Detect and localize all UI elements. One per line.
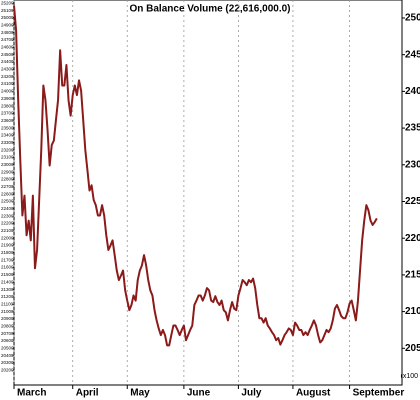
obv-line xyxy=(13,5,378,347)
x-tick-label: July xyxy=(241,388,261,399)
y2-tick-label: 25000 xyxy=(1,15,14,20)
x-tick-label: August xyxy=(296,388,331,399)
y2-tick-label: 21500 xyxy=(1,272,14,277)
y2-tick-label: 22600 xyxy=(1,191,14,196)
y2-tick-label: 22800 xyxy=(1,177,14,182)
y-tick-label: 205 xyxy=(405,343,420,354)
y2-tick-label: 23800 xyxy=(1,103,14,108)
y2-tick-label: 21100 xyxy=(1,301,14,306)
y2-tick-label: 24700 xyxy=(1,37,14,42)
y2-tick-label: 24600 xyxy=(1,45,14,50)
x-tick-label: May xyxy=(130,388,150,399)
y2-tick-label: 25200 xyxy=(1,0,14,5)
chart-title: On Balance Volume (22,616,000.0) xyxy=(129,4,290,15)
y2-tick-label: 22300 xyxy=(1,213,14,218)
y2-tick-label: 21300 xyxy=(1,287,14,292)
y2-tick-label: 20900 xyxy=(1,316,14,321)
y-tick-label: 220 xyxy=(405,233,420,244)
y2-tick-label: 20800 xyxy=(1,323,14,328)
y2-tick-label: 23500 xyxy=(1,125,14,130)
x-tick-label: April xyxy=(76,388,99,399)
y2-tick-label: 21400 xyxy=(1,279,14,284)
y2-tick-label: 23100 xyxy=(1,155,14,160)
y2-tick-label: 22700 xyxy=(1,184,14,189)
y2-tick-label: 22400 xyxy=(1,206,14,211)
y2-tick-label: 20600 xyxy=(1,338,14,343)
y2-tick-label: 23900 xyxy=(1,96,14,101)
y2-tick-label: 24100 xyxy=(1,81,14,86)
y-tick-label: 215 xyxy=(405,270,420,281)
y2-tick-label: 20700 xyxy=(1,331,14,336)
y2-tick-label: 22100 xyxy=(1,228,14,233)
y2-tick-label: 22500 xyxy=(1,199,14,204)
y2-tick-label: 21700 xyxy=(1,257,14,262)
y2-tick-label: 23300 xyxy=(1,140,14,145)
y2-tick-label: 24300 xyxy=(1,67,14,72)
y-tick-label: 240 xyxy=(405,86,420,97)
y2-tick-label: 20400 xyxy=(1,353,14,358)
y2-tick-label: 24900 xyxy=(1,23,14,28)
y2-tick-label: 25100 xyxy=(1,8,14,13)
plot-frame xyxy=(13,0,403,386)
y2-tick-label: 23400 xyxy=(1,133,14,138)
y2-tick-label: 24200 xyxy=(1,74,14,79)
y2-tick-label: 22000 xyxy=(1,235,14,240)
y-tick-label: 235 xyxy=(405,123,420,134)
y2-tick-label: 22900 xyxy=(1,169,14,174)
y2-tick-label: 21600 xyxy=(1,265,14,270)
y-tick-label: 250 xyxy=(405,13,420,24)
y2-tick-label: 20200 xyxy=(1,368,14,373)
y2-tick-label: 21200 xyxy=(1,294,14,299)
y2-tick-label: 20500 xyxy=(1,345,14,350)
y-tick-label: 225 xyxy=(405,196,420,207)
y2-tick-label: 23600 xyxy=(1,118,14,123)
y-tick-label: 245 xyxy=(405,49,420,60)
y2-tick-label: 21900 xyxy=(1,243,14,248)
y-tick-label: 230 xyxy=(405,159,420,170)
y2-tick-label: 23200 xyxy=(1,147,14,152)
y2-tick-label: 23700 xyxy=(1,111,14,116)
y-unit: (x100 xyxy=(400,373,418,380)
y-tick-label: 210 xyxy=(405,306,420,317)
y2-tick-label: 22200 xyxy=(1,221,14,226)
y2-tick-label: 24500 xyxy=(1,52,14,57)
x-tick-label: March xyxy=(17,388,46,399)
y2-tick-label: 21800 xyxy=(1,250,14,255)
y2-tick-label: 23000 xyxy=(1,162,14,167)
x-tick-label: June xyxy=(187,388,211,399)
y2-tick-label: 21000 xyxy=(1,309,14,314)
y2-tick-label: 24000 xyxy=(1,89,14,94)
y2-tick-label: 20300 xyxy=(1,360,14,365)
x-tick-label: September xyxy=(353,388,405,399)
y2-tick-label: 24400 xyxy=(1,59,14,64)
y2-tick-label: 24800 xyxy=(1,30,14,35)
